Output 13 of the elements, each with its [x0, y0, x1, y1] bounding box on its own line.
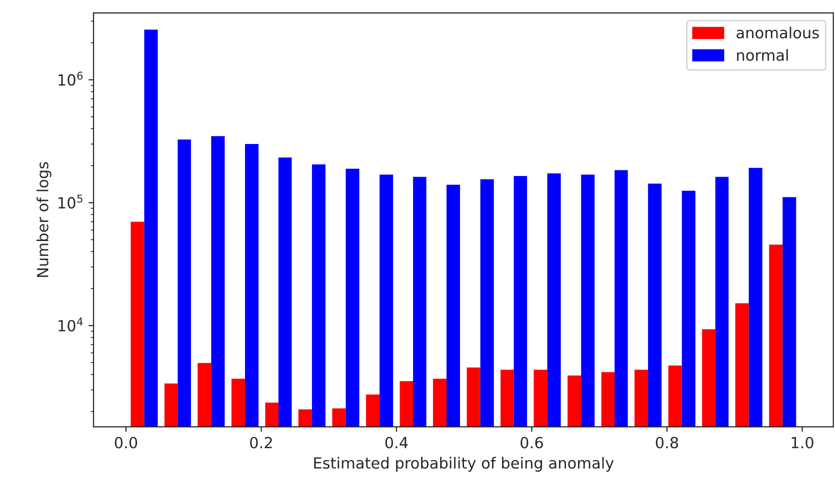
- y-tick-label: 10$^{6}$: [58, 72, 83, 86]
- y-tick-label: 10$^{5}$: [58, 194, 82, 209]
- x-tick-label: 0.8: [656, 436, 678, 448]
- legend-label: normal: [737, 49, 788, 61]
- x-tick-label: 0.0: [114, 436, 138, 448]
- x-tick-label: 0.2: [250, 436, 272, 448]
- y-tick-label: 10$^{4}$: [58, 318, 83, 332]
- x-axis-title: Estimated probability of being anomaly: [314, 456, 614, 472]
- x-tick-label: 0.6: [520, 436, 543, 448]
- x-tick-label: 1.0: [792, 436, 814, 448]
- y-axis-title: Number of logs: [36, 162, 52, 277]
- x-tick-label: 0.4: [385, 436, 408, 448]
- legend-label: anomalous: [736, 26, 819, 38]
